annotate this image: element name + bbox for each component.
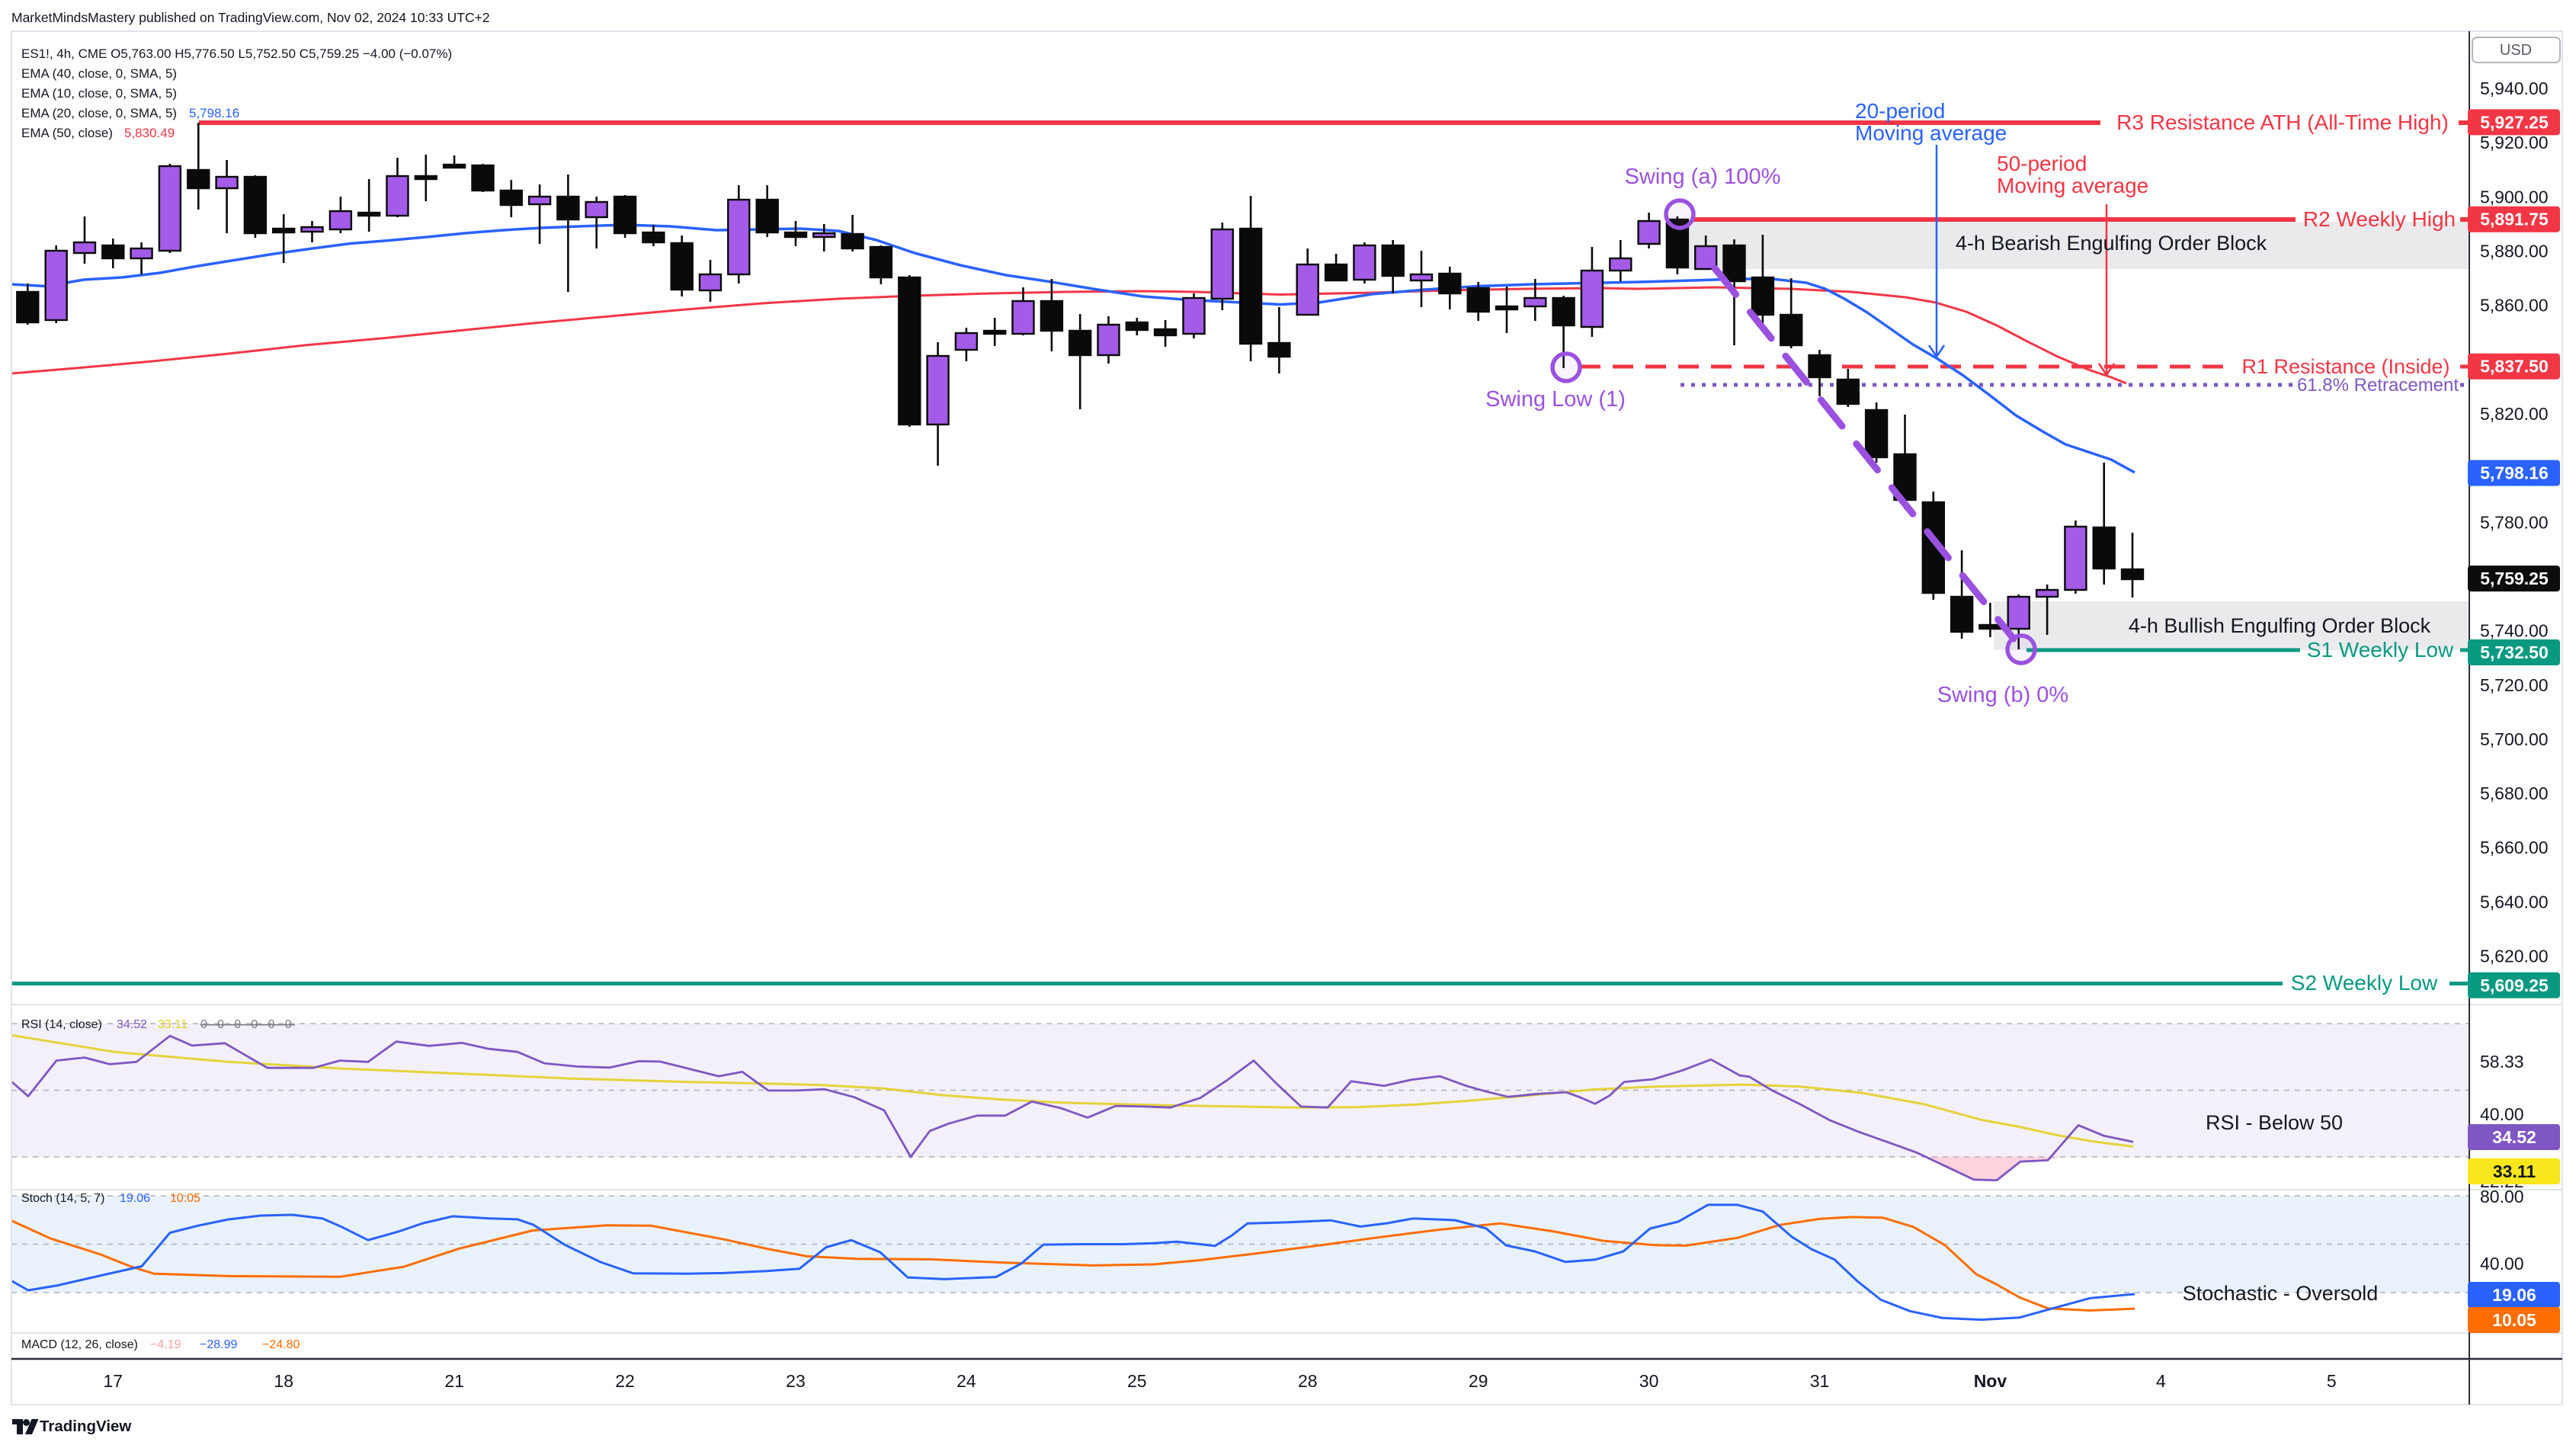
svg-text:80.00: 80.00 xyxy=(2480,1187,2524,1206)
svg-text:4: 4 xyxy=(2156,1371,2166,1391)
svg-text:10.05: 10.05 xyxy=(170,1192,200,1205)
svg-text:Swing Low (1): Swing Low (1) xyxy=(1485,387,1626,412)
svg-text:5,700.00: 5,700.00 xyxy=(2480,729,2549,749)
svg-text:29: 29 xyxy=(1469,1371,1488,1391)
svg-text:ES1!, 4h, CME O5,763.00 H5,7: ES1!, 4h, CME O5,763.00 H5,776.50 L5,752… xyxy=(21,46,452,61)
svg-text:5,900.00: 5,900.00 xyxy=(2480,187,2549,207)
svg-text:Swing (b) 0%: Swing (b) 0% xyxy=(1937,683,2068,707)
svg-text:34.52: 34.52 xyxy=(2492,1127,2536,1147)
svg-text:RSI (14, close): RSI (14, close) xyxy=(21,1018,102,1031)
svg-text:4-h Bearish Engulfing Order Bl: 4-h Bearish Engulfing Order Block xyxy=(1956,232,2267,255)
svg-text:17: 17 xyxy=(104,1371,123,1391)
svg-text:5,798.16: 5,798.16 xyxy=(189,106,239,120)
svg-text:RSI - Below 50: RSI - Below 50 xyxy=(2206,1111,2343,1134)
svg-text:MarketMindsMastery published o: MarketMindsMastery published on TradingV… xyxy=(11,10,490,25)
svg-text:USD: USD xyxy=(2500,42,2532,59)
svg-text:33.11: 33.11 xyxy=(2493,1161,2536,1181)
svg-text:Moving average: Moving average xyxy=(1997,174,2148,197)
svg-text:Nov: Nov xyxy=(1974,1371,2007,1391)
svg-text:19.06: 19.06 xyxy=(2492,1285,2536,1305)
svg-text:18: 18 xyxy=(274,1371,293,1391)
svg-text:22: 22 xyxy=(615,1371,635,1391)
svg-text:5,920.00: 5,920.00 xyxy=(2480,133,2549,152)
svg-text:5,620.00: 5,620.00 xyxy=(2480,947,2549,966)
svg-text:5,680.00: 5,680.00 xyxy=(2480,783,2549,803)
svg-text:58.33: 58.33 xyxy=(2480,1052,2524,1072)
svg-text:5,759.25: 5,759.25 xyxy=(2480,569,2549,588)
svg-text:Stoch (14, 5, 7): Stoch (14, 5, 7) xyxy=(21,1192,104,1205)
svg-text:5,860.00: 5,860.00 xyxy=(2480,296,2549,316)
svg-text:EMA (20, close, 0, SMA, 5): EMA (20, close, 0, SMA, 5) xyxy=(21,106,177,120)
svg-text:31: 31 xyxy=(1810,1371,1830,1391)
svg-text:EMA (40, close, 0, SMA, 5): EMA (40, close, 0, SMA, 5) xyxy=(21,66,177,81)
svg-text:R1 Resistance (Inside): R1 Resistance (Inside) xyxy=(2241,355,2449,378)
svg-text:5,660.00: 5,660.00 xyxy=(2480,838,2549,857)
svg-text:−28.99: −28.99 xyxy=(200,1338,237,1351)
svg-text:R2 Weekly High: R2 Weekly High xyxy=(2303,207,2456,231)
svg-text:5,820.00: 5,820.00 xyxy=(2480,404,2549,424)
svg-text:−4.19: −4.19 xyxy=(150,1338,181,1351)
svg-text:5,609.25: 5,609.25 xyxy=(2480,976,2549,995)
svg-text:10.05: 10.05 xyxy=(2492,1310,2536,1330)
svg-text:5,720.00: 5,720.00 xyxy=(2480,675,2549,695)
svg-text:TradingView: TradingView xyxy=(40,1418,131,1435)
svg-text:24: 24 xyxy=(956,1371,976,1391)
svg-text:19.06: 19.06 xyxy=(120,1192,150,1205)
svg-text:0 0 0 0 0 0: 0 0 0 0 0 0 xyxy=(200,1018,295,1031)
svg-text:5,798.16: 5,798.16 xyxy=(2480,463,2549,483)
svg-text:5,640.00: 5,640.00 xyxy=(2480,892,2549,912)
svg-text:28: 28 xyxy=(1298,1371,1318,1391)
svg-text:25: 25 xyxy=(1127,1371,1147,1391)
svg-text:5,927.25: 5,927.25 xyxy=(2480,112,2549,132)
svg-text:33.11: 33.11 xyxy=(158,1018,187,1031)
svg-text:EMA (50, close): EMA (50, close) xyxy=(21,126,113,140)
svg-text:MACD (12, 26, close): MACD (12, 26, close) xyxy=(21,1338,138,1351)
svg-text:5: 5 xyxy=(2327,1371,2337,1391)
svg-text:5,880.00: 5,880.00 xyxy=(2480,241,2549,261)
svg-text:S2 Weekly Low: S2 Weekly Low xyxy=(2291,971,2438,995)
svg-text:34.52: 34.52 xyxy=(117,1018,147,1031)
svg-text:5,940.00: 5,940.00 xyxy=(2480,78,2549,98)
svg-text:61.8% Retracement: 61.8% Retracement xyxy=(2297,375,2459,396)
svg-text:EMA (10, close, 0, SMA, 5): EMA (10, close, 0, SMA, 5) xyxy=(21,86,177,101)
svg-text:5,740.00: 5,740.00 xyxy=(2480,621,2549,641)
svg-text:4-h Bullish Engulfing Order Bl: 4-h Bullish Engulfing Order Block xyxy=(2129,614,2431,637)
svg-text:23: 23 xyxy=(786,1371,806,1391)
svg-text:R3 Resistance ATH (All-Time Hi: R3 Resistance ATH (All-Time High) xyxy=(2116,111,2449,134)
svg-text:5,830.49: 5,830.49 xyxy=(124,126,175,140)
svg-text:Moving average: Moving average xyxy=(1855,121,2007,145)
svg-text:50-period: 50-period xyxy=(1997,152,2087,175)
svg-text:40.00: 40.00 xyxy=(2480,1104,2524,1124)
svg-text:Stochastic - Oversold: Stochastic - Oversold xyxy=(2183,1282,2379,1305)
svg-text:5,732.50: 5,732.50 xyxy=(2480,642,2549,662)
svg-text:S1 Weekly Low: S1 Weekly Low xyxy=(2307,638,2454,662)
svg-text:30: 30 xyxy=(1639,1371,1659,1391)
svg-text:5,891.75: 5,891.75 xyxy=(2480,210,2549,229)
svg-text:5,837.50: 5,837.50 xyxy=(2480,357,2549,376)
svg-text:40.00: 40.00 xyxy=(2480,1254,2524,1274)
svg-text:5,780.00: 5,780.00 xyxy=(2480,512,2549,532)
svg-text:20-period: 20-period xyxy=(1855,99,1945,123)
svg-text:−24.80: −24.80 xyxy=(262,1338,300,1351)
svg-text:21: 21 xyxy=(444,1371,464,1391)
svg-text:Swing (a) 100%: Swing (a) 100% xyxy=(1625,165,1781,189)
